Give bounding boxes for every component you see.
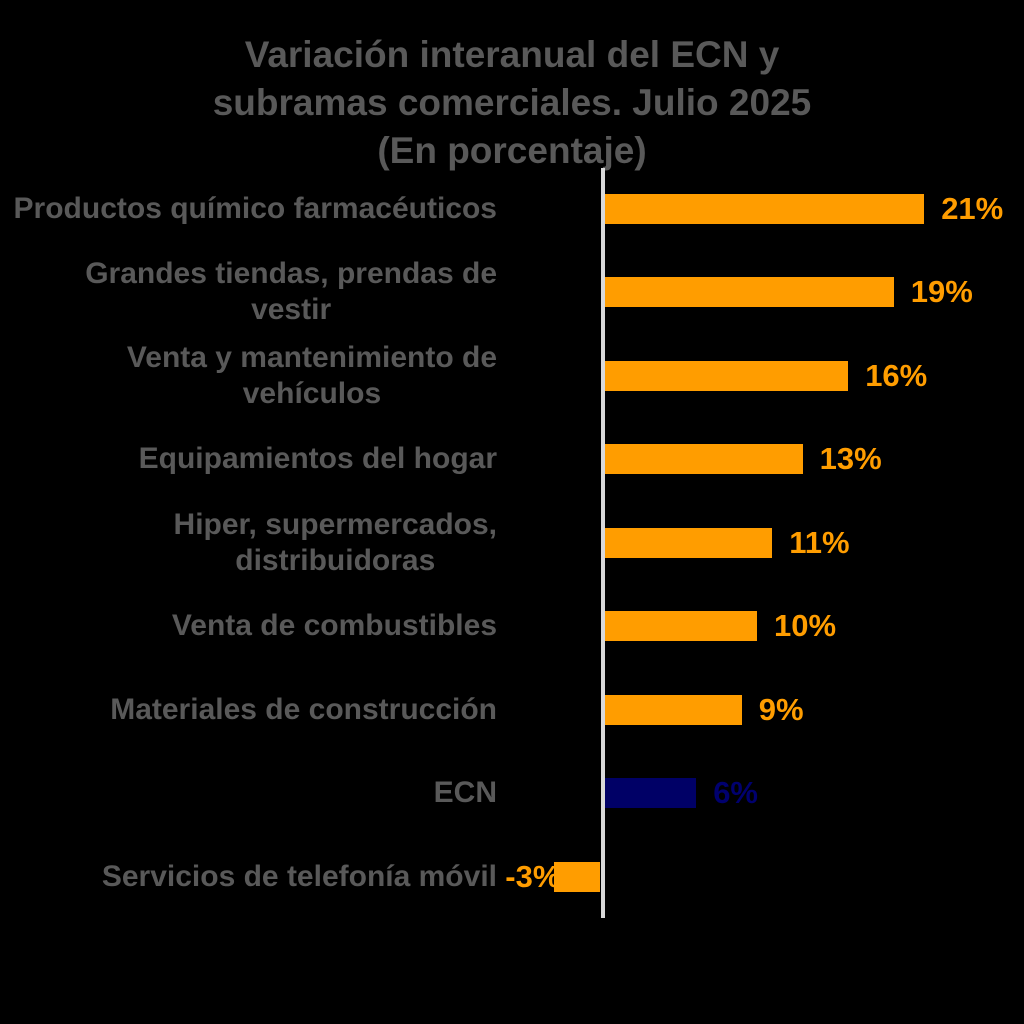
bar xyxy=(605,360,849,391)
zero-baseline-axis xyxy=(601,168,605,918)
negative-bar xyxy=(554,861,600,892)
value-label: 11% xyxy=(789,524,850,560)
bar xyxy=(605,277,894,307)
category-label: Materiales de construcción xyxy=(110,692,497,726)
value-label: 19% xyxy=(910,274,973,309)
bar xyxy=(605,444,803,474)
category-label: Equipamientos del hogar xyxy=(138,442,497,475)
value-label: 21% xyxy=(941,190,1004,226)
bar xyxy=(605,778,697,808)
value-label: 6% xyxy=(713,775,758,810)
bar xyxy=(605,193,925,224)
bar xyxy=(605,694,742,725)
value-label: 9% xyxy=(758,691,804,727)
category-label: ECN xyxy=(433,776,497,809)
chart-title: Variación interanual del ECN y subramas … xyxy=(212,34,812,171)
category-label: Servicios de telefonía móvil xyxy=(101,859,497,893)
bar xyxy=(605,527,773,558)
value-label: -3% xyxy=(505,858,561,894)
bar xyxy=(605,611,757,641)
category-label: Venta de combustibles xyxy=(171,609,497,642)
value-label: 13% xyxy=(819,441,882,476)
value-label: 16% xyxy=(865,357,928,393)
category-label: Grandes tiendas, prendas de vestir xyxy=(85,257,497,326)
category-label: Venta y mantenimiento de vehículos xyxy=(126,340,497,410)
category-label: Hiper, supermercados, distribuidoras xyxy=(173,507,497,577)
category-label: Productos químico farmacéuticos xyxy=(13,191,497,225)
value-label: 10% xyxy=(774,608,837,643)
